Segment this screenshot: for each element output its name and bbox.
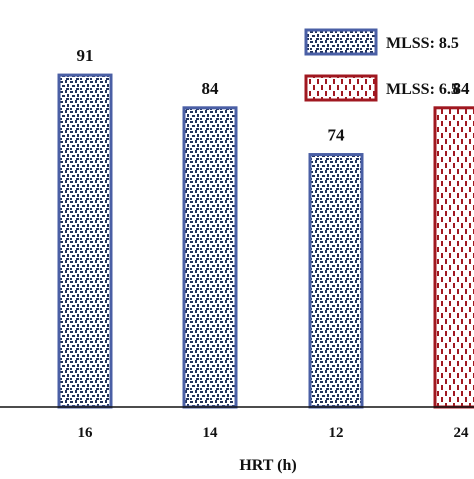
- x-axis-title: HRT (h): [239, 457, 296, 474]
- x-tick-label-12: 12: [329, 425, 344, 441]
- legend-label-1: MLSS: 6.5: [386, 81, 459, 98]
- x-tick-labels: 16 14 12 24: [78, 425, 470, 441]
- x-tick-label-24: 24: [454, 425, 470, 441]
- legend-swatch-1: [304, 74, 378, 102]
- bars: [57, 73, 474, 409]
- data-label-24: 84: [453, 79, 471, 98]
- bar-12: [308, 153, 364, 409]
- bar-14: [182, 106, 238, 409]
- data-labels: 91 84 74 84: [77, 46, 471, 144]
- legend-swatch-0: [304, 28, 378, 56]
- bar-24: [433, 106, 474, 409]
- legend: MLSS: 8.5 MLSS: 6.5: [304, 28, 459, 102]
- data-label-14: 84: [202, 79, 220, 98]
- x-tick-label-14: 14: [203, 425, 219, 441]
- legend-label-0: MLSS: 8.5: [386, 35, 459, 52]
- bar-16: [57, 73, 113, 409]
- data-label-12: 74: [328, 126, 346, 145]
- x-tick-label-16: 16: [78, 425, 94, 441]
- data-label-16: 91: [77, 46, 94, 65]
